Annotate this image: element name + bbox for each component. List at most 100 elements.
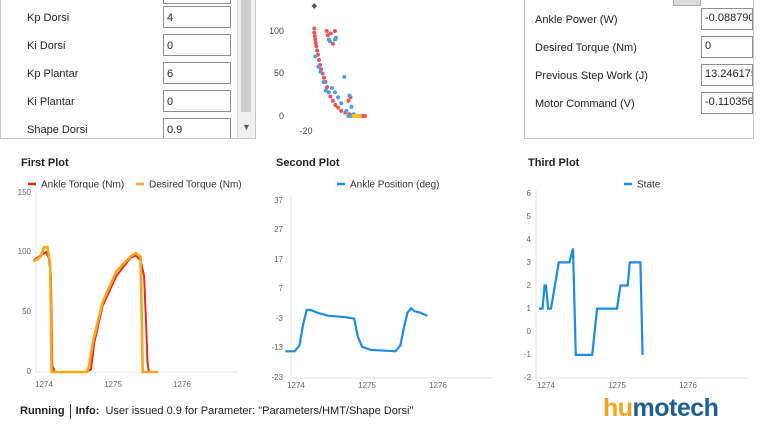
x-tick: 1275 bbox=[608, 381, 626, 390]
parameter-label: Shape Dorsi bbox=[27, 124, 88, 136]
x-tick: 1275 bbox=[104, 380, 122, 389]
scatter-point bbox=[346, 114, 351, 118]
y-tick: -3 bbox=[276, 314, 284, 323]
desired-torque-line bbox=[32, 245, 158, 374]
y-tick: -23 bbox=[271, 373, 283, 382]
x-tick: 1276 bbox=[679, 381, 697, 390]
y-tick: 4 bbox=[527, 235, 532, 244]
scatter-point bbox=[334, 35, 338, 40]
y-tick: 150 bbox=[18, 188, 32, 197]
scatter-point bbox=[313, 54, 318, 59]
status-divider bbox=[69, 403, 71, 419]
motor-command-value: -0.1103564 bbox=[701, 92, 753, 114]
legend-entry: Desired Torque (Nm) bbox=[149, 180, 242, 191]
y-tick: 27 bbox=[274, 225, 283, 234]
scatter-point bbox=[312, 34, 317, 39]
status-label: Desired Torque (Nm) bbox=[535, 42, 637, 54]
parameter-panel: Kp Dorsi Ki Dorsi Kp Plantar Ki Plantar … bbox=[0, 0, 256, 139]
scatter-point bbox=[313, 40, 318, 45]
shape-dorsi-input[interactable] bbox=[163, 118, 231, 138]
scatter-x-tick: -20 bbox=[299, 126, 312, 136]
kp-plantar-input[interactable] bbox=[163, 62, 231, 84]
x-tick: 1274 bbox=[287, 381, 305, 390]
scatter-y-tick: 50 bbox=[274, 68, 284, 78]
scatter-point bbox=[325, 33, 330, 38]
ankle-position-line bbox=[285, 306, 428, 353]
scatter-plot: 100 50 0 -20 bbox=[270, 3, 367, 136]
status-panel: Ankle Power (W) -0.0887904 Desired Torqu… bbox=[524, 0, 754, 139]
scatter-point bbox=[327, 39, 332, 44]
y-tick: 5 bbox=[527, 212, 532, 221]
y-tick: 1 bbox=[527, 304, 532, 313]
parameter-label: Ki Plantar bbox=[27, 96, 75, 108]
scatter-point bbox=[349, 104, 354, 109]
ki-plantar-input[interactable] bbox=[163, 90, 231, 112]
y-tick: 100 bbox=[18, 247, 32, 256]
legend-entry: Ankle Torque (Nm) bbox=[41, 180, 124, 191]
parameter-row-shape-dorsi: Shape Dorsi bbox=[1, 118, 237, 138]
scatter-point bbox=[312, 26, 317, 31]
scatter-point bbox=[347, 93, 352, 98]
scatter-point bbox=[313, 37, 318, 42]
scatter-point bbox=[342, 74, 347, 79]
third-plot-title: Third Plot bbox=[528, 157, 580, 169]
scatter-point bbox=[328, 94, 333, 99]
humotech-logo: humotech bbox=[603, 394, 719, 423]
status-label: Previous Step Work (J) bbox=[535, 70, 648, 82]
scatter-point bbox=[333, 103, 338, 107]
status-row-motor-command: Motor Command (V) -0.1103564 bbox=[525, 92, 753, 120]
status-label: Motor Command (V) bbox=[535, 98, 635, 110]
scatter-point bbox=[325, 85, 330, 90]
y-tick: 0 bbox=[27, 367, 32, 376]
y-tick: -13 bbox=[271, 343, 283, 352]
y-tick: 6 bbox=[527, 189, 532, 198]
scatter-point bbox=[336, 95, 341, 100]
legend-entry: Ankle Position (deg) bbox=[350, 180, 440, 191]
scatter-point bbox=[323, 88, 328, 93]
x-tick: 1276 bbox=[429, 381, 447, 390]
scatter-point bbox=[346, 98, 351, 103]
scatter-point bbox=[336, 105, 341, 110]
ankle-power-value: -0.0887904 bbox=[701, 8, 753, 30]
scatter-point bbox=[330, 41, 335, 46]
parameter-scrollbar[interactable]: ▼ bbox=[237, 0, 255, 138]
status-row-step-work: Previous Step Work (J) 13.2461757 bbox=[525, 64, 753, 92]
scatter-point bbox=[328, 31, 333, 36]
x-tick: 1275 bbox=[358, 381, 376, 390]
scatter-point bbox=[318, 69, 323, 74]
panel-button[interactable] bbox=[673, 0, 701, 6]
ki-dorsi-input[interactable] bbox=[163, 34, 231, 56]
scatter-point bbox=[330, 98, 335, 103]
logo-part-b: motech bbox=[632, 394, 719, 422]
run-state: Running bbox=[20, 405, 65, 417]
y-tick: 3 bbox=[527, 258, 532, 267]
parameter-label: Ki Dorsi bbox=[27, 40, 66, 52]
y-tick: 17 bbox=[274, 255, 283, 264]
y-tick: 0 bbox=[527, 327, 532, 336]
scatter-point bbox=[339, 108, 344, 113]
scatter-point bbox=[326, 90, 331, 95]
scatter-y-tick: 0 bbox=[279, 111, 284, 121]
x-tick: 1276 bbox=[173, 380, 191, 389]
status-row-desired-torque: Desired Torque (Nm) 0 bbox=[525, 36, 753, 64]
kp-dorsi-input[interactable] bbox=[163, 6, 231, 28]
scatter-point bbox=[333, 90, 337, 95]
scatter-point bbox=[322, 75, 326, 80]
parameter-label: Kp Dorsi bbox=[27, 12, 70, 24]
scatter-point bbox=[314, 44, 319, 49]
logo-part-a: hu bbox=[603, 394, 633, 422]
info-label: Info: bbox=[75, 405, 100, 417]
scatter-point bbox=[339, 101, 344, 106]
scatter-points bbox=[311, 3, 367, 118]
y-tick: 7 bbox=[279, 284, 284, 293]
scrollbar-thumb[interactable] bbox=[241, 0, 251, 112]
scatter-point bbox=[363, 114, 367, 118]
scatter-point bbox=[312, 30, 317, 35]
x-tick: 1274 bbox=[35, 380, 53, 389]
scatter-point bbox=[324, 29, 329, 33]
y-tick: 2 bbox=[527, 281, 532, 290]
scatter-point bbox=[316, 64, 321, 69]
x-tick: 1274 bbox=[537, 381, 555, 390]
chevron-down-icon[interactable]: ▼ bbox=[242, 122, 251, 132]
parameter-input-partial[interactable] bbox=[163, 0, 231, 4]
